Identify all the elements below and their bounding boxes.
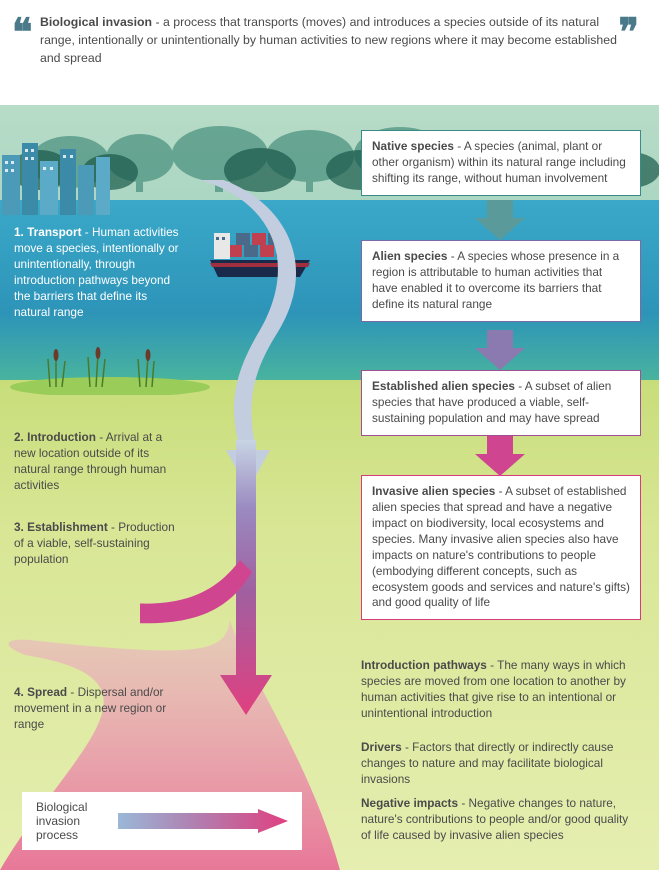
legend-gradient-arrow	[118, 809, 288, 833]
box-alien-species: Alien species - A species whose presence…	[361, 240, 641, 322]
legend-box: Biological invasion process	[22, 792, 302, 850]
arrow-established-to-invasive	[475, 436, 525, 476]
arrow-native-to-alien	[475, 200, 525, 240]
header-definition: ❝ Biological invasion - a process that t…	[40, 14, 635, 67]
arrow-alien-to-established	[475, 330, 525, 370]
stage-introduction: 2. Introduction - Arrival at a new locat…	[14, 430, 184, 494]
box-native-species: Native species - A species (animal, plan…	[361, 130, 641, 196]
def-introduction-pathways: Introduction pathways - The many ways in…	[361, 658, 641, 722]
legend-label: Biological invasion process	[36, 800, 104, 842]
stage-establishment: 3. Establishment - Production of a viabl…	[14, 520, 184, 568]
def-drivers: Drivers - Factors that directly or indir…	[361, 740, 641, 788]
box-invasive-alien: Invasive alien species - A subset of est…	[361, 475, 641, 620]
city-buildings-icon	[0, 135, 120, 215]
stage-spread: 4. Spread - Dispersal and/or movement in…	[14, 685, 184, 733]
infographic-canvas: ❝ Biological invasion - a process that t…	[0, 0, 659, 870]
quote-close-icon: ❞	[619, 6, 639, 61]
box-established-alien: Established alien species - A subset of …	[361, 370, 641, 436]
def-negative-impacts: Negative impacts - Negative changes to n…	[361, 796, 641, 844]
quote-open-icon: ❝	[12, 6, 32, 61]
header-title: Biological invasion	[40, 15, 152, 29]
stage-transport: 1. Transport - Human activities move a s…	[14, 225, 184, 321]
